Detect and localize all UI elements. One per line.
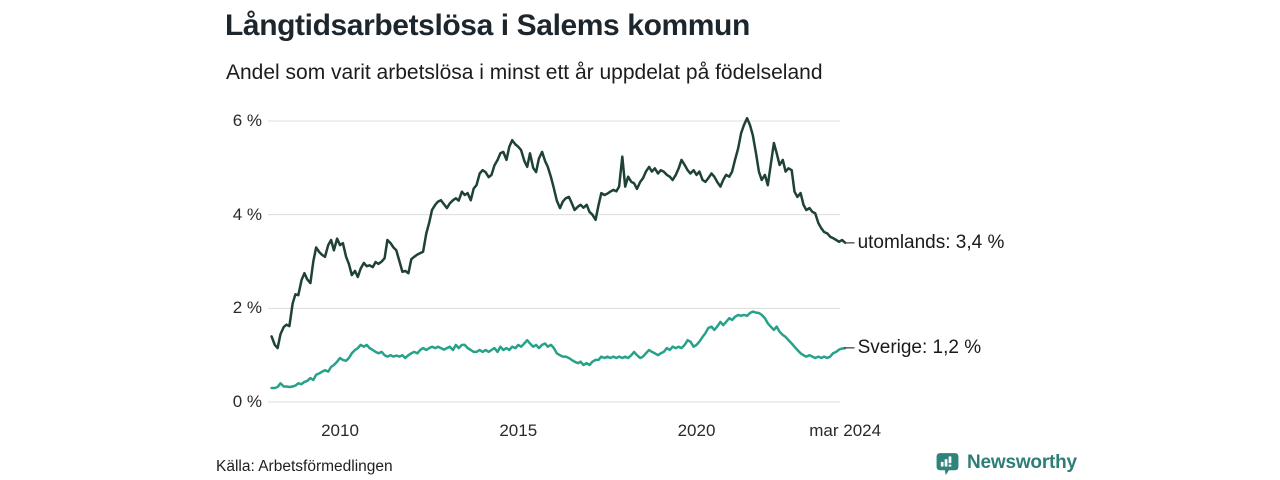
series-label-text: Sverige: 1,2 % <box>857 337 982 359</box>
x-axis-tick-label: mar 2024 <box>809 421 882 440</box>
series-label-text: utomlands: 3,4 % <box>857 231 1005 253</box>
y-axis-tick-label: 6 % <box>232 111 262 131</box>
series-line-utomlands <box>270 116 847 350</box>
series-label-utomlands: – utomlands: 3,4 % <box>844 230 1004 256</box>
page-subtitle: Andel som varit arbetslösa i minst ett å… <box>226 61 823 84</box>
source-note: Källa: Arbetsförmedlingen <box>216 458 393 475</box>
series-line-Sverige <box>270 310 847 390</box>
y-axis-tick-label: 4 % <box>232 204 262 224</box>
brand-wordmark: Newsworthy <box>967 452 1077 473</box>
label-tick-dash: – <box>844 231 855 253</box>
y-axis-tick-label: 0 % <box>232 392 262 411</box>
x-axis-tick-label: 2020 <box>677 421 716 440</box>
x-axis-tick-label: 2015 <box>499 421 538 440</box>
series-label-Sverige: – Sverige: 1,2 % <box>844 335 981 361</box>
label-tick-dash: – <box>844 337 855 359</box>
page-title: Långtidsarbetslösa i Salems kommun <box>225 9 750 42</box>
newsworthy-badge-bar-chart-icon <box>936 452 959 475</box>
y-axis-tick-label: 2 % <box>232 298 262 318</box>
x-axis-tick-label: 2010 <box>321 421 359 440</box>
brand-logo: Newsworthy <box>935 450 1077 476</box>
